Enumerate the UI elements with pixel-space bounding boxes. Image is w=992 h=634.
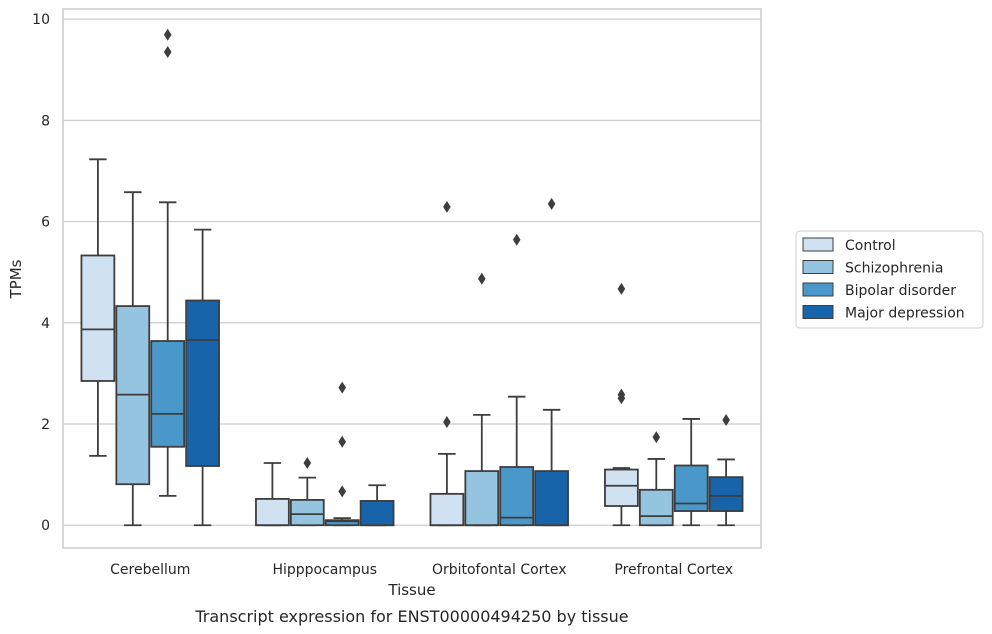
box [324,519,360,527]
box-group [80,28,220,527]
x-tick-label: Orbitofontal Cortex [432,562,567,578]
box [359,500,395,527]
box-plot [115,191,151,527]
outlier-point [617,282,626,295]
box-group [255,381,395,527]
legend-item: Schizophrenia [802,260,943,277]
outlier-point [338,435,346,448]
x-axis-label: Tissue [387,581,435,599]
box [534,470,569,527]
outlier-point [338,485,346,498]
box [638,488,674,527]
box [150,340,186,448]
legend-item: Control [802,237,896,254]
box-groups [80,28,744,527]
box-group [429,197,569,527]
box [429,492,465,527]
box-plot [80,158,116,457]
legend-item: Bipolar disorder [802,282,956,299]
box [499,466,535,527]
box [80,254,116,382]
outlier-point [722,413,730,426]
outlier-point [478,272,486,285]
outlier-point [652,431,661,444]
box [255,498,290,527]
x-tick-label: Prefrontal Cortex [614,562,733,578]
legend-label: Major depression [845,306,965,322]
y-tick-label: 4 [41,316,50,332]
box [604,468,639,507]
y-tick-labels: 0 2 4 6 8 10 [32,12,50,534]
box [185,299,220,467]
y-axis-label: TPMs [7,259,25,299]
outlier-point [443,200,451,213]
x-tick-labels: Cerebellum Hipppocampus Orbitofontal Corte… [110,562,733,578]
box [464,470,500,527]
legend-swatch [802,282,834,297]
legend-label: Control [845,238,896,254]
box-plot [185,228,220,527]
box-plot [324,381,360,527]
box [708,476,744,512]
box-plot [638,431,674,527]
box-plot [708,413,744,527]
outlier-point [163,28,172,41]
outlier-point [443,415,451,428]
box-plot [255,462,290,527]
outlier-point [512,233,521,246]
y-tick-label: 2 [41,417,50,433]
y-tick-label: 0 [41,518,50,534]
legend-label: Schizophrenia [845,261,943,277]
legend-label: Bipolar disorder [845,283,956,299]
outlier-point [547,197,556,210]
box-plot [673,418,709,527]
legend-swatch [802,260,834,274]
chart-title: Transcript expression for ENST0000049425… [194,607,628,626]
box-plot [464,272,500,527]
box-plot [429,200,465,527]
box-plot [604,282,639,527]
legend: Control Schizophrenia Bipolar disorder Majo… [795,230,984,329]
legend-swatch [802,305,834,319]
outlier-point [338,381,346,394]
outlier-point [617,388,626,401]
x-tick-label: Cerebellum [110,562,190,578]
box-plot [150,28,186,497]
box-plot [499,233,535,527]
outlier-point [303,456,312,469]
box [289,499,325,527]
legend-frame [795,230,984,329]
y-tick-label: 6 [41,215,50,231]
outlier-point [163,46,172,59]
box-plot [289,456,325,527]
plot-frame [62,8,762,549]
legend-swatch [802,237,834,252]
legend-item: Major depression [802,305,965,322]
box-plot [534,197,569,527]
box-group [604,282,744,527]
x-tick-label: Hipppocampus [272,562,377,578]
box-plot [359,484,395,527]
y-tick-label: 8 [41,113,50,129]
y-tick-label: 10 [32,12,50,28]
